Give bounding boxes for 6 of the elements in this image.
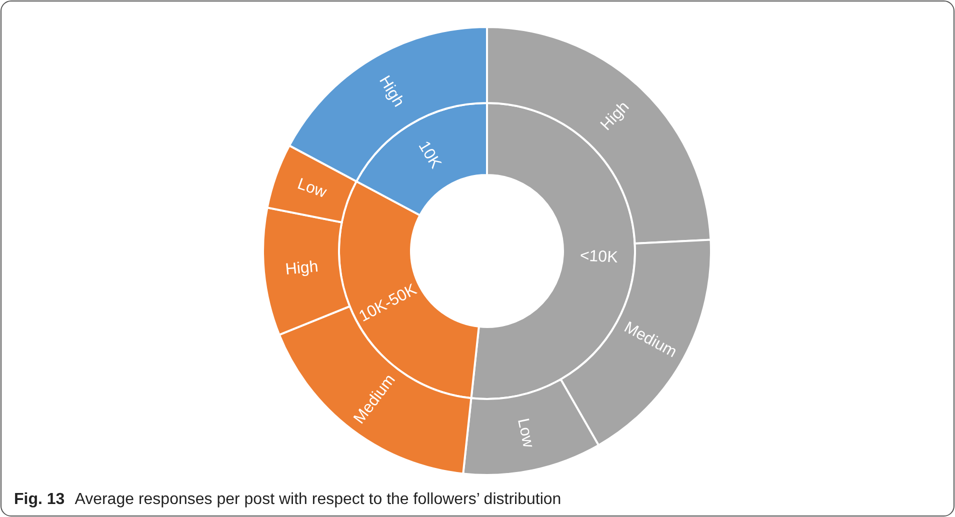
slice-label: Low bbox=[514, 416, 537, 450]
text: Average responses per post with respect to the followers’ distribution bbox=[74, 491, 562, 508]
slice-label: Low bbox=[295, 176, 329, 202]
text: Fig. 13 bbox=[14, 491, 65, 508]
slice-label: <10K bbox=[580, 247, 618, 266]
slice-label: High bbox=[284, 258, 320, 279]
